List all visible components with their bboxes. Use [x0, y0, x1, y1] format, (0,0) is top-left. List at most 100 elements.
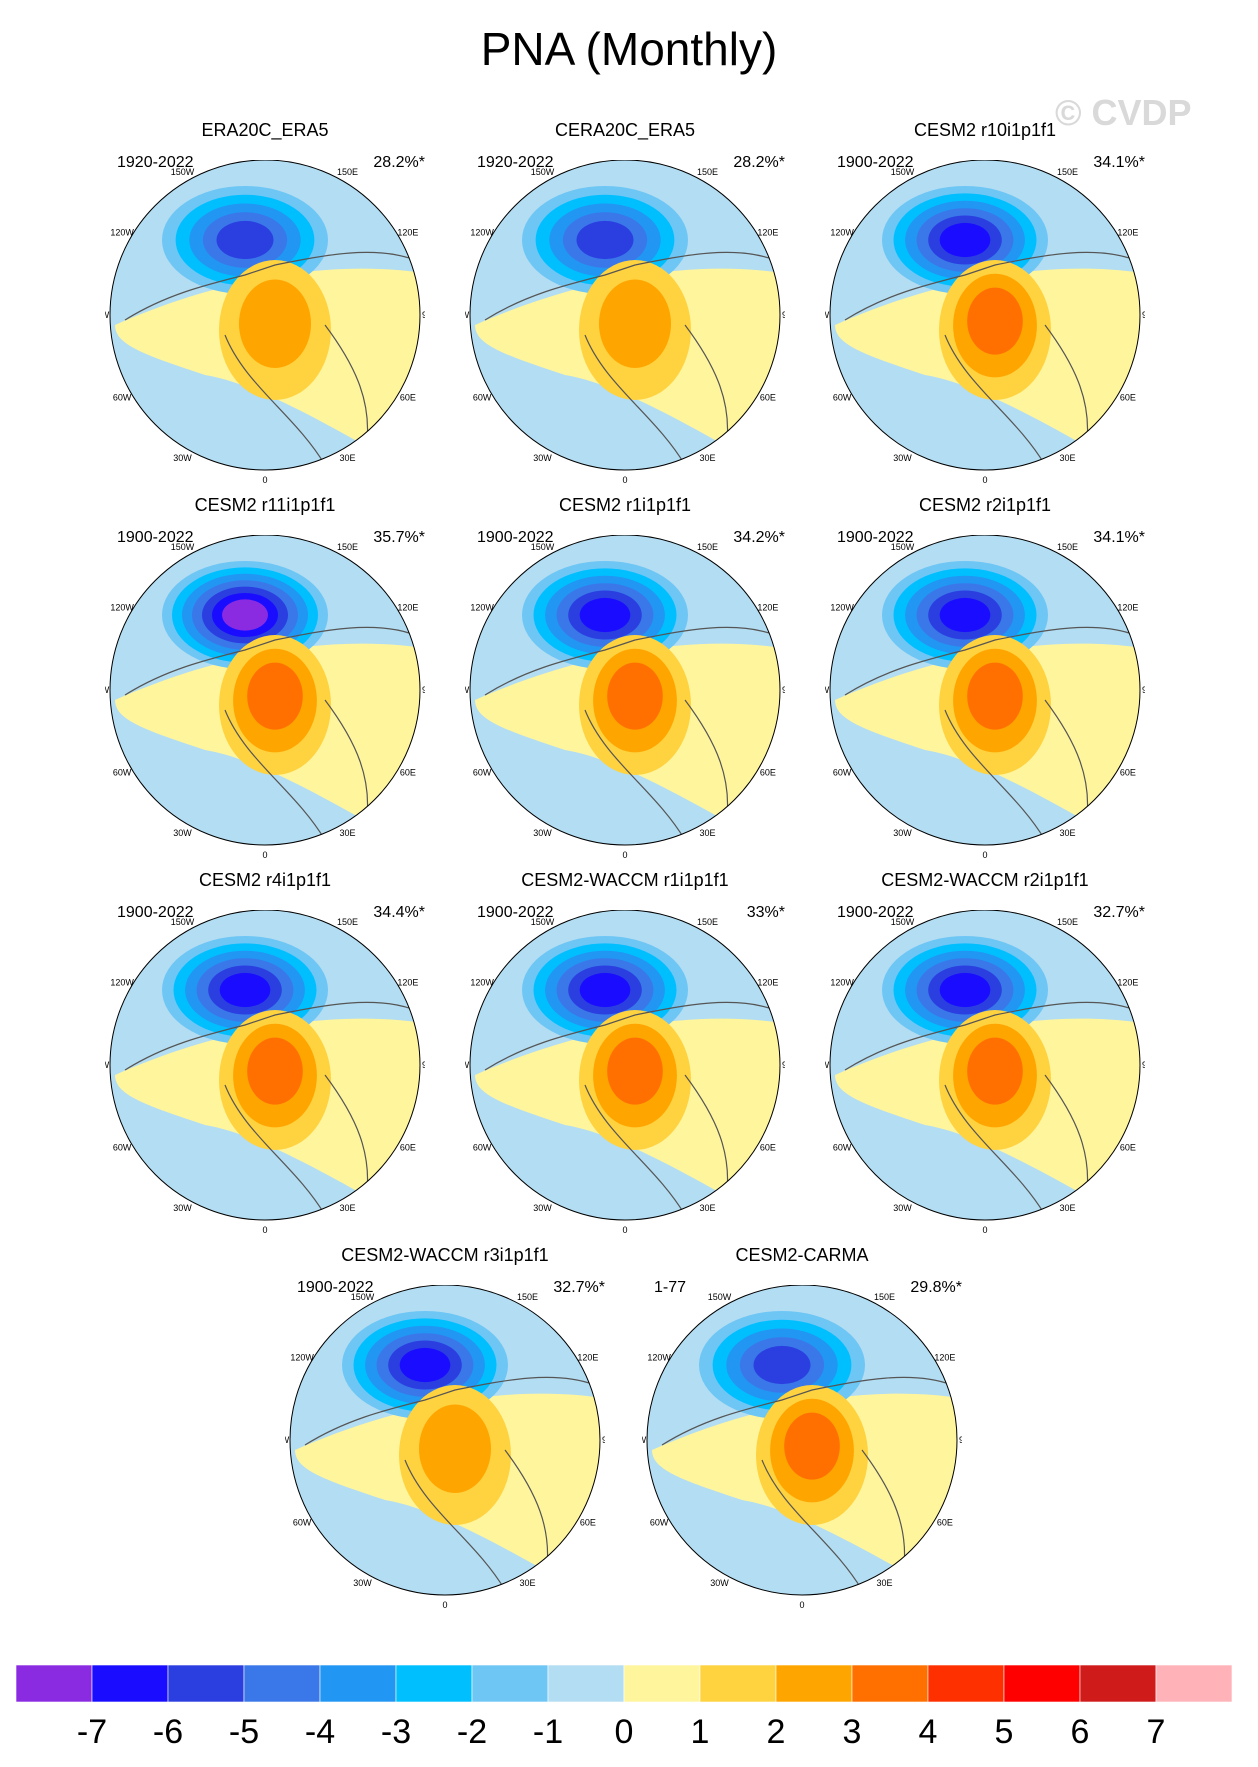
longitude-label: 120E [577, 1353, 598, 1363]
longitude-label: 0 [799, 1600, 804, 1610]
longitude-label: 60E [937, 1518, 953, 1528]
longitude-label: 90E [422, 310, 425, 320]
panel-years: 1-77 [654, 1279, 687, 1296]
panel-explained-variance: 34.1%* [1093, 529, 1145, 546]
longitude-label: 0 [262, 475, 267, 485]
map-panel: ERA20C_ERA51920-202228.2%*180150E120E90E… [105, 120, 425, 500]
panel-explained-variance: 34.2%* [733, 529, 785, 546]
panel-explained-variance: 28.2%* [373, 154, 425, 171]
longitude-label: 60W [113, 393, 132, 403]
longitude-label: 30E [1059, 1203, 1075, 1213]
panel-title: CESM2 r11i1p1f1 [194, 495, 336, 515]
longitude-label: 30E [519, 1578, 535, 1588]
longitude-label: 30W [533, 453, 552, 463]
polar-map: 180150E120E90E60E30E030W60W90W120W150W [105, 535, 425, 860]
longitude-label: 120E [757, 978, 778, 988]
longitude-label: 120E [397, 228, 418, 238]
longitude-label: 0 [982, 475, 987, 485]
longitude-label: 150W [531, 167, 555, 177]
longitude-label: 120E [1117, 603, 1138, 613]
longitude-label: 90E [422, 1060, 425, 1070]
map-panel: CESM2 r10i1p1f11900-202234.1%*180150E120… [825, 120, 1145, 500]
colorbar-swatch [851, 1665, 929, 1703]
panel-explained-variance: 32.7%* [553, 1279, 605, 1296]
longitude-label: 0 [982, 1225, 987, 1235]
colorbar-tick-label: 4 [919, 1713, 938, 1751]
panel-explained-variance: 32.7%* [1093, 904, 1145, 921]
colorbar-tick-label: 2 [767, 1713, 786, 1751]
longitude-label: 120W [470, 603, 494, 613]
longitude-label: 90W [825, 685, 830, 695]
longitude-label: 150W [171, 917, 195, 927]
longitude-label: 0 [622, 1225, 627, 1235]
colorbar-swatch [395, 1665, 473, 1703]
longitude-label: 90W [105, 310, 110, 320]
longitude-label: 90W [825, 310, 830, 320]
panel-title: CESM2 r10i1p1f1 [913, 120, 1057, 140]
longitude-label: 0 [622, 475, 627, 485]
longitude-label: 60E [1120, 1143, 1136, 1153]
longitude-label: 120W [110, 978, 134, 988]
longitude-label: 60E [400, 393, 416, 403]
panel-years: 1920-2022 [477, 154, 554, 171]
longitude-label: 90E [602, 1435, 605, 1445]
longitude-label: 60W [293, 1518, 312, 1528]
longitude-label: 60E [760, 1143, 776, 1153]
polar-map: 180150E120E90E60E30E030W60W90W120W150W [642, 1285, 962, 1610]
longitude-label: 30W [173, 828, 192, 838]
panel-title: CESM2-WACCM r2i1p1f1 [881, 870, 1089, 890]
colorbar-tick-label: 3 [843, 1713, 862, 1751]
panel-title: CESM2-CARMA [735, 1245, 869, 1265]
colorbar-swatch [91, 1665, 169, 1703]
longitude-label: 150W [171, 542, 195, 552]
longitude-label: 120W [830, 228, 854, 238]
colorbar-swatch [1155, 1665, 1233, 1703]
longitude-label: 30E [699, 1203, 715, 1213]
longitude-label: 30E [339, 1203, 355, 1213]
panel-years: 1900-2022 [117, 904, 194, 921]
longitude-label: 60W [833, 768, 852, 778]
panel-years: 1900-2022 [477, 529, 554, 546]
colorbar-swatch [1003, 1665, 1081, 1703]
longitude-label: 150E [337, 167, 358, 177]
longitude-label: 60W [473, 1143, 492, 1153]
longitude-label: 30W [710, 1578, 729, 1588]
longitude-label: 60W [833, 393, 852, 403]
panel-explained-variance: 34.1%* [1093, 154, 1145, 171]
colorbar-tick-label: 5 [995, 1713, 1014, 1751]
longitude-label: 30E [1059, 453, 1075, 463]
panel-title: CESM2-WACCM r1i1p1f1 [521, 870, 729, 890]
colorbar-tick-label: -3 [381, 1713, 411, 1751]
colorbar-swatch [243, 1665, 321, 1703]
colorbar-tick-label: 6 [1071, 1713, 1090, 1751]
longitude-label: 90E [1142, 685, 1145, 695]
map-panel: CESM2 r11i1p1f11900-202235.7%*180150E120… [105, 495, 425, 875]
longitude-label: 90W [465, 310, 470, 320]
panel-title: CESM2 r2i1p1f1 [918, 495, 1052, 515]
longitude-label: 150W [351, 1292, 375, 1302]
longitude-label: 150E [517, 1292, 538, 1302]
colorbar-swatch [1079, 1665, 1157, 1703]
longitude-label: 90W [105, 1060, 110, 1070]
colorbar-tick-label: -4 [305, 1713, 335, 1751]
colorbar: -7 -6 -5 -4 -3 -2 -1 0 1 2 3 4 5 6 7 [16, 1665, 1233, 1751]
map-panel: CESM2-WACCM r3i1p1f11900-202232.7%*18015… [285, 1245, 605, 1625]
panel-explained-variance: 35.7%* [373, 529, 425, 546]
longitude-label: 150E [1057, 917, 1078, 927]
polar-map: 180150E120E90E60E30E030W60W90W120W150W [465, 910, 785, 1235]
panel-title: CESM2-WACCM r3i1p1f1 [341, 1245, 549, 1265]
longitude-label: 90W [465, 685, 470, 695]
longitude-label: 0 [442, 1600, 447, 1610]
colorbar-swatch [319, 1665, 397, 1703]
map-panel: CESM2-WACCM r2i1p1f11900-202232.7%*18015… [825, 870, 1145, 1250]
panel-years: 1900-2022 [477, 904, 554, 921]
longitude-label: 120E [934, 1353, 955, 1363]
colorbar-swatch [699, 1665, 777, 1703]
polar-map: 180150E120E90E60E30E030W60W90W120W150W [465, 535, 785, 860]
longitude-label: 30W [533, 828, 552, 838]
longitude-label: 150E [697, 917, 718, 927]
longitude-label: 90E [782, 685, 785, 695]
colorbar-swatch [167, 1665, 245, 1703]
longitude-label: 90E [959, 1435, 962, 1445]
colorbar-swatch [471, 1665, 549, 1703]
